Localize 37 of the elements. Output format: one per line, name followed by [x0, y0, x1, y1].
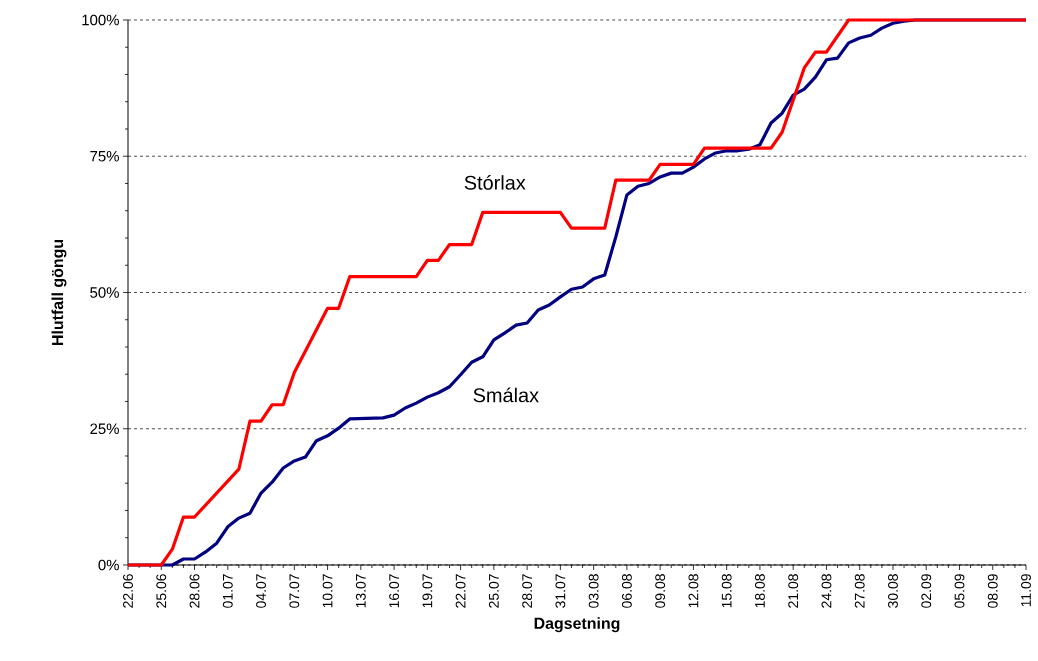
y-tick-label: 25% [90, 423, 119, 435]
x-axis-title: Dagsetning [534, 617, 620, 633]
series-label: Smálax [473, 387, 539, 403]
y-axis-title: Hlutfall göngu [51, 239, 67, 345]
x-tick-label: 16.07 [389, 574, 400, 608]
x-tick-label: 09.08 [655, 574, 666, 608]
x-tick-label: 05.09 [954, 574, 965, 608]
x-tick-label: 03.08 [588, 574, 599, 608]
x-tick-label: 12.08 [688, 574, 699, 608]
x-tick-label: 22.07 [455, 574, 466, 608]
x-tick-label: 02.09 [921, 574, 932, 608]
x-tick-label: 28.06 [189, 574, 200, 608]
x-tick-label: 04.07 [256, 574, 266, 608]
x-tick-label: 25.07 [488, 574, 499, 608]
x-tick-label: 06.08 [621, 574, 632, 608]
x-tick-label: 15.08 [721, 574, 732, 608]
y-tick-label: 50% [90, 287, 119, 298]
y-tick-label: 75% [90, 150, 119, 162]
x-tick-label: 28.07 [522, 574, 533, 608]
x-tick-label: 13.07 [355, 574, 366, 608]
x-tick-label: 19.07 [422, 574, 433, 608]
x-tick-label: 01.07 [222, 574, 233, 608]
x-tick-label: 18.08 [754, 574, 765, 608]
x-tick-label: 27.08 [854, 574, 865, 608]
y-tick-label: 0% [98, 559, 119, 571]
x-tick-label: 21.08 [788, 574, 799, 608]
x-tick-label: 10.07 [322, 574, 333, 608]
x-tick-label: 24.08 [821, 574, 832, 608]
x-tick-label: 25.06 [156, 574, 167, 608]
x-tick-label: 31.07 [555, 574, 566, 608]
x-tick-label: 07.07 [289, 574, 300, 608]
x-tick-label: 30.08 [888, 574, 898, 608]
y-tick-label: 100% [82, 14, 119, 26]
x-tick-label: 11.09 [1021, 574, 1031, 607]
series-label: Stórlax [464, 174, 526, 190]
x-tick-label: 08.09 [987, 574, 998, 608]
x-tick-label: 22.06 [123, 574, 133, 608]
